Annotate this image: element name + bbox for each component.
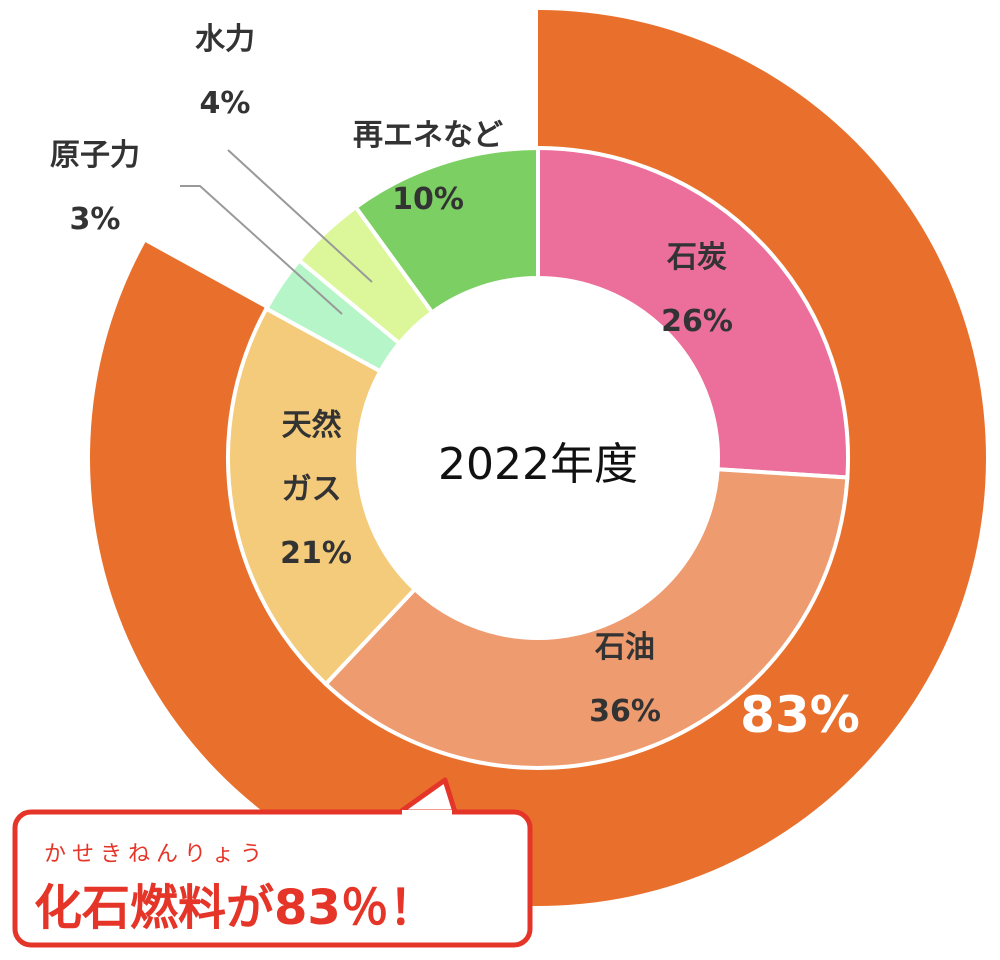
inner-segment	[322, 467, 850, 770]
center-label: 2022年度	[438, 439, 638, 490]
category-label: 再エネなど	[353, 118, 503, 153]
segment-label: 原子力 3%	[50, 124, 140, 252]
category-label: 石油	[595, 630, 655, 665]
value-label: 4%	[199, 86, 251, 121]
callout-box	[12, 809, 533, 948]
callout-joint	[402, 810, 452, 818]
category-label: 水力	[195, 22, 255, 57]
callout-ruby: かせきねんりょう	[44, 842, 269, 867]
outer-value-label: 83%	[740, 686, 860, 744]
category-label: 原子力	[50, 138, 140, 173]
segment-label: 石炭 26%	[661, 226, 733, 354]
category-label: 石炭	[667, 240, 727, 275]
value-label: 3%	[69, 202, 121, 237]
value-label: 26%	[661, 304, 733, 339]
segment-label: 天然ガス 21%	[280, 394, 352, 586]
value-label: 21%	[280, 536, 352, 571]
inner-segment	[536, 145, 850, 480]
inner-segment	[226, 305, 418, 687]
segment-label: 水力 4%	[195, 8, 255, 136]
leader-line	[180, 185, 343, 315]
inner-segment	[352, 145, 540, 316]
leader-line	[227, 149, 373, 283]
value-label: 36%	[589, 694, 661, 729]
outer-segment	[90, 10, 986, 906]
category-label: 天然ガス	[281, 408, 342, 507]
callout-text: 化石燃料が83％！	[34, 880, 437, 936]
segment-label: 石油 36%	[589, 616, 661, 744]
value-label: 10%	[392, 182, 464, 217]
segment-label: 再エネなど 10%	[353, 104, 503, 232]
